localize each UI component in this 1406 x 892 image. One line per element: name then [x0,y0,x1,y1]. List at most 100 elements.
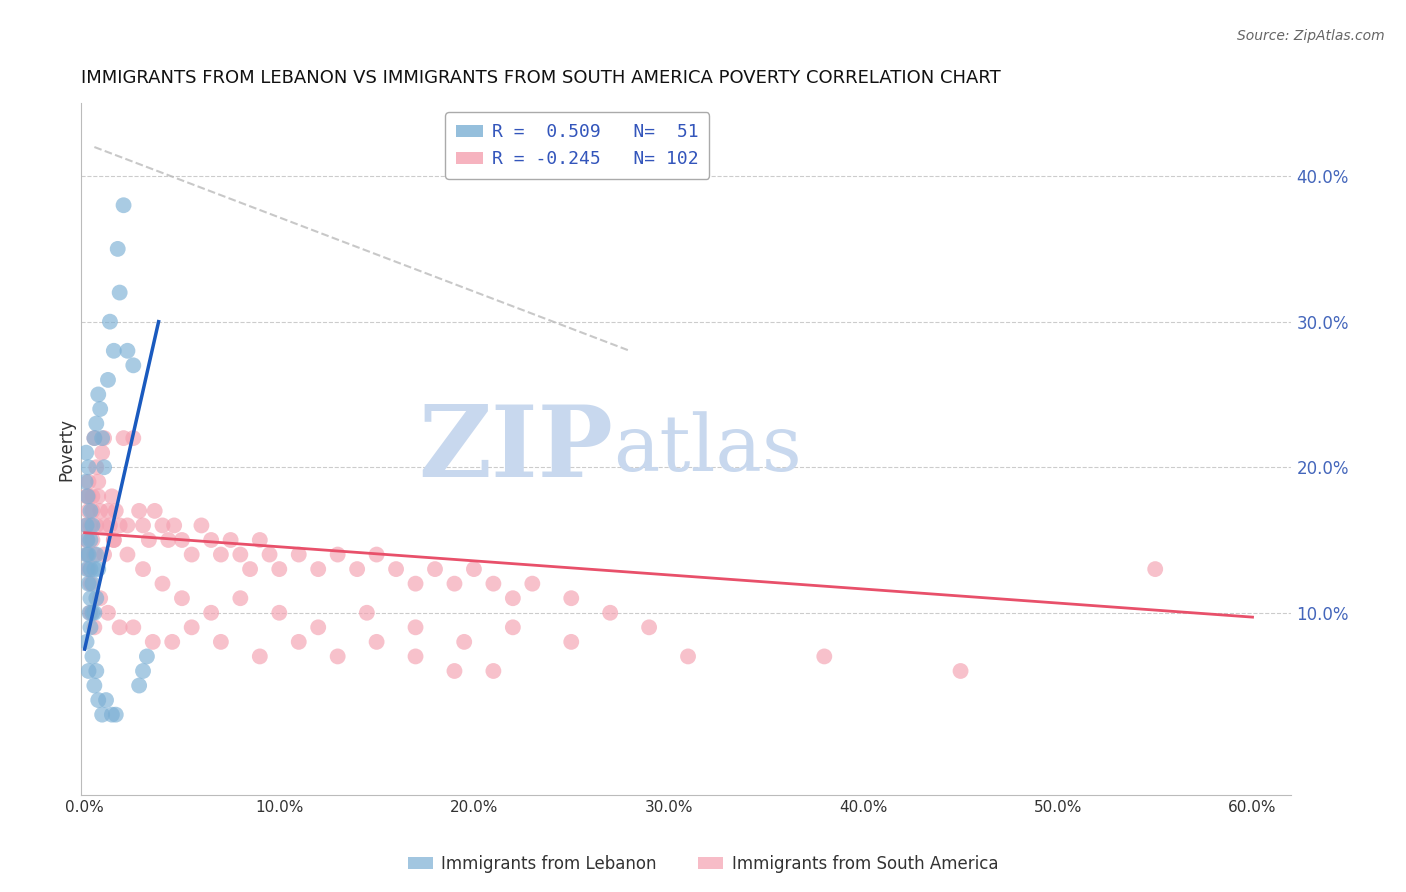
Point [366,548,388,562]
Point [77,562,100,576]
Point [83,620,105,634]
Point [98,518,121,533]
Point [76,533,98,547]
Point [117,518,139,533]
Point [443,664,465,678]
Point [97,606,120,620]
Point [259,548,281,562]
Point [75,445,97,459]
Point [385,562,408,576]
Point [89,504,111,518]
Point [152,518,174,533]
Point [79,591,101,606]
Point [1144,562,1167,576]
Point [229,548,252,562]
Point [79,576,101,591]
Point [108,518,131,533]
Point [522,576,544,591]
Point [79,504,101,518]
Point [209,548,232,562]
Point [79,518,101,533]
Point [82,606,104,620]
Point [98,315,121,329]
Point [83,562,105,576]
Point [128,504,150,518]
Point [97,373,120,387]
Point [75,518,97,533]
Point [143,504,166,518]
Point [87,475,110,489]
Point [200,606,222,620]
Point [346,562,368,576]
Point [949,664,972,678]
Point [84,518,107,533]
Point [79,606,101,620]
Point [79,606,101,620]
Point [107,242,129,256]
Point [87,489,110,503]
Point [91,445,114,459]
Point [405,576,427,591]
Point [83,431,105,445]
Point [77,576,100,591]
Y-axis label: Poverty: Poverty [58,417,75,481]
Point [117,548,139,562]
Legend: R =  0.509   N=  51, R = -0.245   N= 102: R = 0.509 N= 51, R = -0.245 N= 102 [444,112,710,179]
Point [82,649,104,664]
Point [152,576,174,591]
Point [249,649,271,664]
Point [77,664,100,678]
Point [103,343,125,358]
Point [76,518,98,533]
Point [209,635,232,649]
Point [122,359,145,373]
Point [157,533,180,547]
Point [599,606,621,620]
Point [453,635,475,649]
Point [117,343,139,358]
Text: atlas: atlas [613,411,803,487]
Point [77,460,100,475]
Point [76,489,98,503]
Point [89,402,111,417]
Point [326,649,349,664]
Point [638,620,661,634]
Point [89,591,111,606]
Point [79,562,101,576]
Point [101,707,124,722]
Point [163,518,186,533]
Point [180,548,202,562]
Point [84,664,107,678]
Point [93,431,115,445]
Point [170,533,193,547]
Point [405,620,427,634]
Point [84,417,107,431]
Point [122,431,145,445]
Point [108,285,131,300]
Text: ZIP: ZIP [419,401,613,498]
Point [77,504,100,518]
Point [502,620,524,634]
Point [122,620,145,634]
Point [82,489,104,503]
Point [160,635,183,649]
Text: Source: ZipAtlas.com: Source: ZipAtlas.com [1237,29,1385,43]
Point [91,431,114,445]
Point [76,635,98,649]
Point [101,489,124,503]
Point [326,548,349,562]
Point [190,518,212,533]
Point [84,591,107,606]
Point [91,707,114,722]
Text: IMMIGRANTS FROM LEBANON VS IMMIGRANTS FROM SOUTH AMERICA POVERTY CORRELATION CHA: IMMIGRANTS FROM LEBANON VS IMMIGRANTS FR… [80,69,1001,87]
Point [97,504,120,518]
Point [112,431,135,445]
Point [76,489,98,503]
Point [103,533,125,547]
Point [366,635,388,649]
Point [170,591,193,606]
Point [132,664,155,678]
Point [269,562,291,576]
Point [560,635,582,649]
Point [93,460,115,475]
